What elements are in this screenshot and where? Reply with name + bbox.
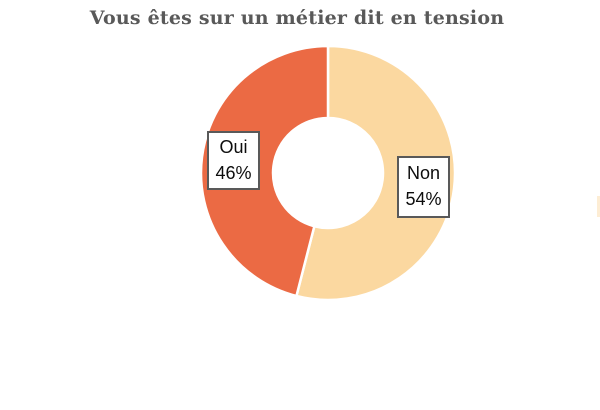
data-label-oui[interactable]: Oui 46%	[207, 131, 260, 190]
data-label-non-category: Non	[406, 163, 441, 184]
data-label-non[interactable]: Non 54%	[397, 156, 450, 218]
data-label-oui-value: 46%	[215, 162, 252, 183]
right-edge-cropped-sliver	[597, 196, 600, 217]
data-label-non-value: 54%	[405, 189, 442, 209]
donut-slice-oui[interactable]	[199, 44, 330, 298]
chart-title: Vous êtes sur un métier dit en tension	[89, 7, 505, 29]
donut-slice-non[interactable]	[295, 44, 457, 302]
data-label-oui-category: Oui	[219, 136, 248, 157]
